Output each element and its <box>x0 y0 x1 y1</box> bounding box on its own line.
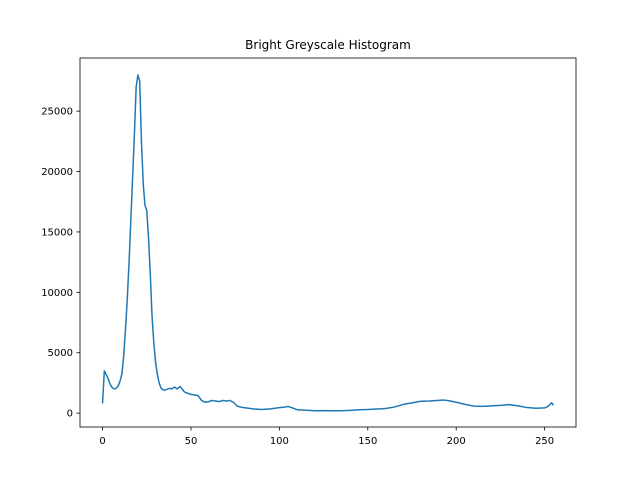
y-axis-ticks: 0 5000 10000 15000 20000 25000 <box>41 107 80 420</box>
x-axis-ticks: 0 50 100 150 200 250 <box>99 427 554 447</box>
axes-frame <box>79 57 577 428</box>
plot-area <box>101 74 555 412</box>
chart-title: Bright Greyscale Histogram <box>245 38 411 52</box>
y-tick-label: 5000 <box>48 348 73 359</box>
x-tick-label: 100 <box>270 436 289 447</box>
y-tick-label: 15000 <box>41 227 73 238</box>
x-tick-label: 200 <box>447 436 466 447</box>
x-tick-label: 250 <box>535 436 554 447</box>
y-tick-label: 0 <box>67 409 73 420</box>
y-tick-label: 10000 <box>41 288 73 299</box>
x-tick-label: 150 <box>358 436 377 447</box>
histogram-line-series-0 <box>101 74 555 412</box>
x-tick-label: 50 <box>185 436 198 447</box>
y-tick-label: 25000 <box>41 107 73 118</box>
y-tick-label: 20000 <box>41 167 73 178</box>
x-tick-label: 0 <box>99 436 105 447</box>
